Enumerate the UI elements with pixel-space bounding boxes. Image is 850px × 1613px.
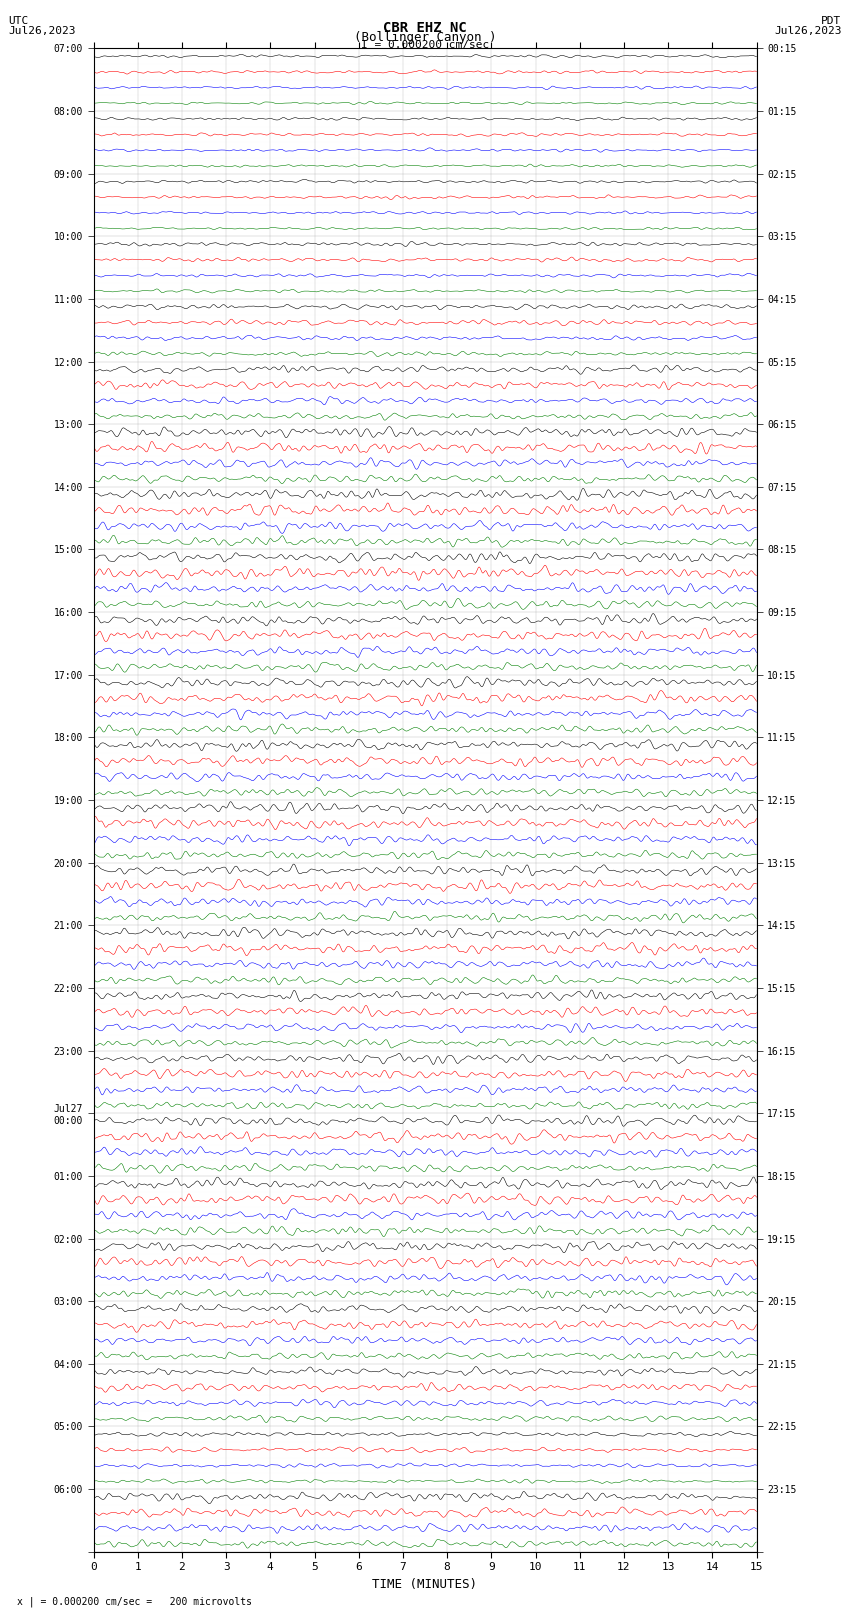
- Text: x | = 0.000200 cm/sec =   200 microvolts: x | = 0.000200 cm/sec = 200 microvolts: [17, 1595, 252, 1607]
- Text: I = 0.000200 cm/sec: I = 0.000200 cm/sec: [361, 40, 489, 50]
- Text: PDT: PDT: [821, 16, 842, 26]
- Text: UTC: UTC: [8, 16, 29, 26]
- Text: (Bollinger Canyon ): (Bollinger Canyon ): [354, 31, 496, 44]
- Text: Jul26,2023: Jul26,2023: [774, 26, 842, 35]
- X-axis label: TIME (MINUTES): TIME (MINUTES): [372, 1578, 478, 1590]
- Text: Jul26,2023: Jul26,2023: [8, 26, 76, 35]
- Text: CBR EHZ NC: CBR EHZ NC: [383, 21, 467, 35]
